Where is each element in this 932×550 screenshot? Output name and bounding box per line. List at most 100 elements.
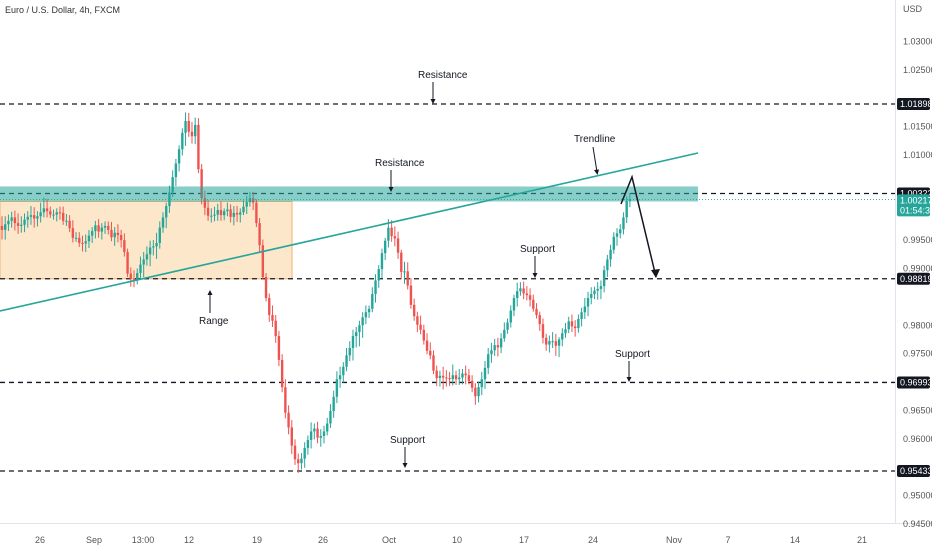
candle bbox=[383, 237, 387, 260]
candle bbox=[20, 216, 23, 233]
candle bbox=[345, 347, 348, 372]
candle bbox=[242, 200, 245, 216]
candle bbox=[293, 439, 297, 465]
candle bbox=[474, 383, 477, 405]
candle bbox=[342, 362, 345, 383]
price-badge-label: 0.98819 bbox=[900, 274, 932, 284]
candle bbox=[425, 333, 429, 355]
candle bbox=[451, 364, 454, 386]
candle bbox=[361, 312, 364, 338]
candle bbox=[190, 122, 194, 144]
price-badge-label: 1.01898 bbox=[900, 99, 932, 109]
candle bbox=[548, 335, 551, 353]
candle bbox=[161, 212, 165, 233]
candle bbox=[570, 314, 574, 333]
chart-header-title: Euro / U.S. Dollar, 4h, FXCM bbox=[5, 5, 120, 15]
candle bbox=[107, 221, 110, 235]
candle bbox=[287, 405, 290, 435]
candle bbox=[74, 232, 78, 242]
candle bbox=[110, 221, 113, 242]
candle bbox=[277, 330, 281, 367]
candle bbox=[458, 368, 461, 385]
candle bbox=[264, 273, 268, 302]
candle bbox=[503, 322, 506, 342]
candle bbox=[136, 268, 139, 285]
current-price-badge bbox=[897, 194, 930, 217]
candle bbox=[58, 206, 62, 220]
candle bbox=[261, 239, 265, 280]
candle bbox=[94, 220, 97, 239]
candle bbox=[300, 453, 303, 470]
candle bbox=[13, 210, 17, 231]
candle bbox=[487, 347, 490, 375]
candle bbox=[145, 246, 149, 266]
candle bbox=[313, 423, 316, 440]
candle bbox=[496, 337, 500, 357]
candle bbox=[78, 232, 81, 247]
currency-label: USD bbox=[903, 4, 923, 14]
x-tick-label: 19 bbox=[252, 535, 262, 545]
time-axis[interactable] bbox=[0, 524, 896, 550]
candle bbox=[364, 305, 368, 325]
candle bbox=[609, 244, 612, 267]
x-tick-label: Sep bbox=[86, 535, 102, 545]
candle bbox=[29, 206, 33, 225]
candle bbox=[358, 320, 361, 347]
candle bbox=[61, 206, 65, 225]
candle bbox=[483, 361, 487, 389]
price-badges: 1.01898 1.00322 0.98819 0.96993 0.95433 1.002… bbox=[897, 98, 932, 477]
candle bbox=[139, 256, 142, 280]
candle bbox=[148, 240, 152, 267]
x-tick-label: 21 bbox=[857, 535, 867, 545]
candle bbox=[490, 342, 493, 363]
x-tick-label: 17 bbox=[519, 535, 529, 545]
candle bbox=[36, 211, 39, 227]
x-tick-label: 14 bbox=[790, 535, 800, 545]
candle bbox=[284, 379, 287, 419]
price-axis[interactable] bbox=[896, 0, 932, 524]
y-tick-label: 1.02500 bbox=[903, 65, 932, 75]
candle bbox=[454, 370, 458, 385]
candle bbox=[45, 198, 49, 218]
candle bbox=[184, 112, 187, 146]
candle bbox=[406, 262, 409, 290]
candle bbox=[477, 381, 480, 403]
x-tick-label: Nov bbox=[666, 535, 683, 545]
candle bbox=[4, 216, 7, 240]
x-tick-label: 13:00 bbox=[132, 535, 155, 545]
candle bbox=[461, 368, 464, 385]
candle bbox=[309, 422, 313, 449]
current-price-label: 1.00217 bbox=[900, 195, 932, 205]
candle bbox=[554, 333, 558, 356]
price-badge-label: 0.95433 bbox=[900, 466, 932, 476]
candle bbox=[480, 371, 483, 396]
candle bbox=[274, 315, 277, 343]
candle bbox=[65, 214, 68, 226]
candle bbox=[329, 404, 332, 429]
annotation-range: Range bbox=[199, 316, 229, 327]
candle bbox=[528, 288, 532, 307]
candle bbox=[396, 231, 400, 259]
candle bbox=[23, 213, 26, 233]
candle bbox=[229, 204, 232, 223]
candle bbox=[126, 248, 129, 278]
candle bbox=[412, 298, 416, 321]
candle bbox=[116, 224, 120, 243]
candle bbox=[197, 118, 200, 174]
candle bbox=[390, 220, 393, 242]
projection-path bbox=[620, 174, 657, 278]
candle bbox=[590, 287, 593, 305]
candle bbox=[103, 221, 107, 234]
x-tick-label: 26 bbox=[318, 535, 328, 545]
candle bbox=[499, 333, 503, 354]
price-badge-label: 1.00322 bbox=[900, 188, 932, 198]
candle bbox=[165, 202, 168, 229]
y-tick-label: 1.01500 bbox=[903, 122, 932, 132]
x-tick-label: 26 bbox=[35, 535, 45, 545]
